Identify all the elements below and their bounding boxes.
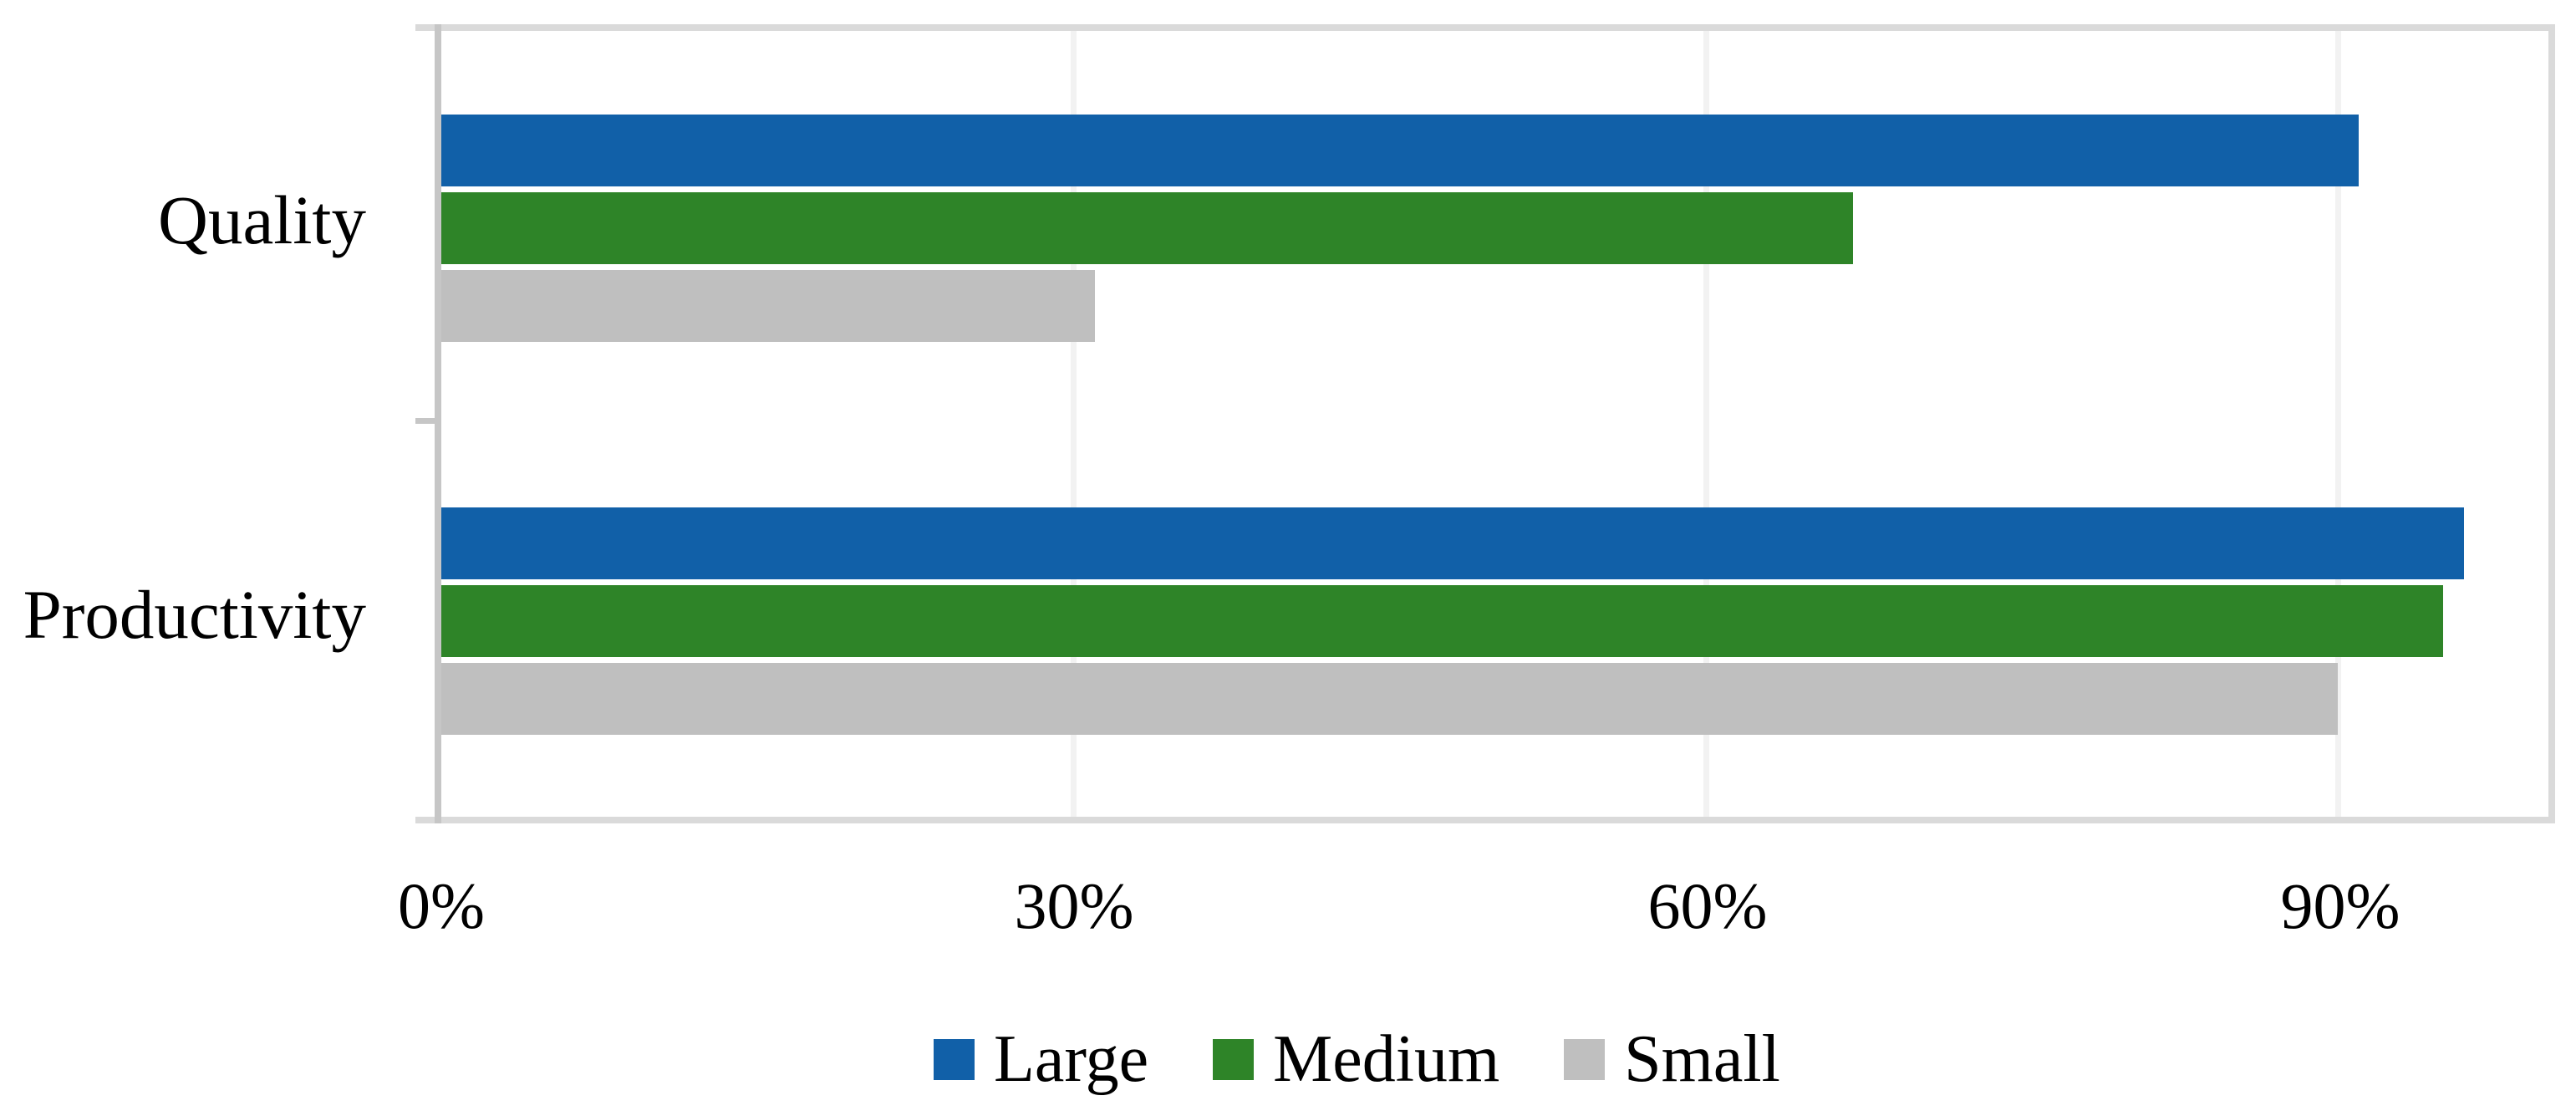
x-tick-label-60: 60%: [1647, 869, 1768, 942]
gridline-90: [2335, 31, 2341, 817]
category-axis-tick: [415, 418, 435, 424]
bar-quality-small: [441, 270, 1095, 342]
bar-productivity-medium: [441, 585, 2443, 657]
bar-quality-large: [441, 115, 2359, 186]
gridline-30: [1071, 31, 1077, 817]
plot-border-bottom: [415, 817, 2555, 823]
category-axis-line: [435, 24, 441, 823]
plot-area: [441, 31, 2548, 817]
x-tick-label-0: 0%: [398, 869, 485, 942]
legend-swatch-small: [1564, 1038, 1606, 1080]
legend-label-small: Small: [1624, 1022, 1780, 1096]
legend-item-medium: Medium: [1213, 1026, 1499, 1093]
legend: Large Medium Small: [934, 1026, 1780, 1093]
category-label-productivity: Productivity: [23, 576, 366, 653]
legend-item-large: Large: [934, 1026, 1148, 1093]
plot-border-top: [415, 24, 2555, 31]
category-label-quality: Quality: [158, 181, 366, 258]
legend-swatch-medium: [1213, 1038, 1255, 1080]
bar-quality-medium: [441, 192, 1853, 264]
gridline-60: [1703, 31, 1709, 817]
legend-item-small: Small: [1564, 1026, 1780, 1093]
x-tick-label-30: 30%: [1014, 869, 1134, 942]
legend-label-medium: Medium: [1273, 1022, 1500, 1096]
bar-productivity-small: [441, 663, 2338, 735]
legend-swatch-large: [934, 1038, 975, 1080]
x-tick-label-90: 90%: [2280, 869, 2400, 942]
legend-label-large: Large: [994, 1022, 1149, 1096]
plot-border-right: [2548, 24, 2555, 823]
bar-productivity-large: [441, 507, 2464, 579]
